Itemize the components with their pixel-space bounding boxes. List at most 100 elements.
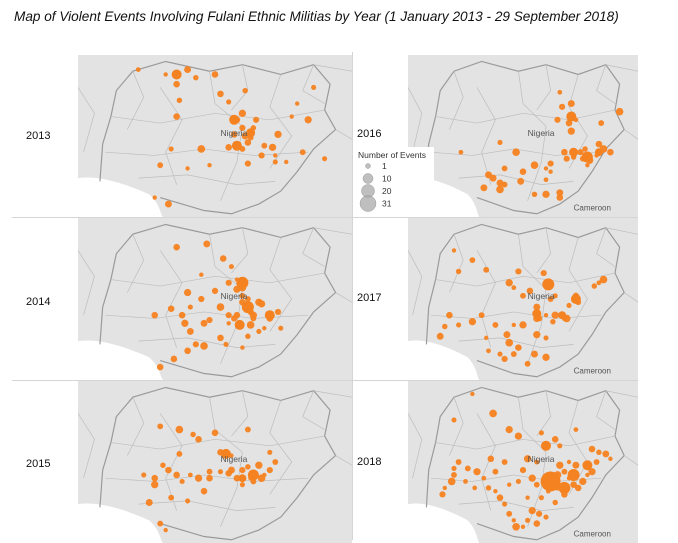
event-marker[interactable] <box>168 494 175 501</box>
event-marker[interactable] <box>534 459 540 465</box>
event-marker[interactable] <box>515 478 521 484</box>
event-marker[interactable] <box>484 335 489 341</box>
event-marker[interactable] <box>593 459 600 465</box>
event-marker[interactable] <box>141 472 147 478</box>
event-marker[interactable] <box>173 243 180 251</box>
map-panel-2014[interactable]: Nigeria <box>78 218 352 380</box>
event-marker[interactable] <box>258 152 265 159</box>
event-marker[interactable] <box>572 461 580 469</box>
map-panel-2013[interactable]: Nigeria <box>78 55 352 217</box>
event-marker[interactable] <box>451 248 457 253</box>
event-marker[interactable] <box>195 436 202 443</box>
event-marker[interactable] <box>245 464 251 470</box>
map-panel-2017[interactable]: Nigeria Cameroon <box>408 218 638 380</box>
event-marker[interactable] <box>274 130 282 139</box>
event-marker[interactable] <box>447 477 456 486</box>
event-marker[interactable] <box>225 144 232 151</box>
event-marker[interactable] <box>570 481 577 488</box>
event-marker[interactable] <box>543 514 549 520</box>
event-marker[interactable] <box>502 501 508 507</box>
event-marker[interactable] <box>244 139 252 146</box>
event-marker[interactable] <box>274 308 282 316</box>
event-cluster-marker[interactable] <box>567 468 580 481</box>
event-marker[interactable] <box>520 292 526 299</box>
event-marker[interactable] <box>436 332 444 340</box>
event-marker[interactable] <box>244 296 251 302</box>
event-marker[interactable] <box>225 279 232 286</box>
event-marker[interactable] <box>470 391 475 397</box>
event-marker[interactable] <box>200 487 208 495</box>
event-marker[interactable] <box>496 185 504 194</box>
event-marker[interactable] <box>501 165 508 172</box>
event-marker[interactable] <box>538 495 544 501</box>
event-cluster-marker[interactable] <box>220 448 231 459</box>
event-cluster-marker[interactable] <box>558 311 567 320</box>
event-marker[interactable] <box>528 506 536 515</box>
event-marker[interactable] <box>299 149 306 156</box>
event-marker[interactable] <box>261 142 268 149</box>
event-marker[interactable] <box>151 481 159 489</box>
event-marker[interactable] <box>253 116 260 123</box>
event-marker[interactable] <box>503 331 511 339</box>
event-cluster-marker[interactable] <box>234 319 245 330</box>
event-marker[interactable] <box>239 482 245 488</box>
event-marker[interactable] <box>173 80 180 88</box>
event-marker[interactable] <box>468 318 477 326</box>
event-marker[interactable] <box>219 255 227 262</box>
event-marker[interactable] <box>551 311 559 319</box>
event-marker[interactable] <box>530 161 539 169</box>
event-marker[interactable] <box>615 107 624 116</box>
event-marker[interactable] <box>496 179 504 187</box>
event-marker[interactable] <box>506 510 513 517</box>
event-marker[interactable] <box>206 316 213 324</box>
event-marker[interactable] <box>230 131 238 138</box>
event-marker[interactable] <box>542 190 550 198</box>
event-marker[interactable] <box>211 71 219 78</box>
event-marker[interactable] <box>273 153 278 158</box>
event-marker[interactable] <box>187 472 193 478</box>
event-marker[interactable] <box>257 300 266 308</box>
event-marker[interactable] <box>507 482 512 487</box>
event-marker[interactable] <box>451 417 457 423</box>
event-marker[interactable] <box>165 466 172 474</box>
event-marker[interactable] <box>145 499 153 506</box>
event-marker[interactable] <box>554 116 561 123</box>
event-marker[interactable] <box>585 472 590 478</box>
event-marker[interactable] <box>451 465 457 472</box>
event-marker[interactable] <box>278 325 284 331</box>
event-marker[interactable] <box>164 200 172 208</box>
event-marker[interactable] <box>543 335 549 341</box>
event-marker[interactable] <box>311 84 317 90</box>
event-marker[interactable] <box>256 328 262 334</box>
event-marker[interactable] <box>192 341 199 348</box>
event-marker[interactable] <box>217 469 224 475</box>
event-marker[interactable] <box>240 345 245 350</box>
event-cluster-marker[interactable] <box>569 147 579 157</box>
event-marker[interactable] <box>160 462 166 468</box>
event-marker[interactable] <box>185 166 190 171</box>
event-marker[interactable] <box>211 429 219 437</box>
event-marker[interactable] <box>245 333 251 339</box>
event-marker[interactable] <box>152 195 157 200</box>
event-marker[interactable] <box>267 449 273 455</box>
event-marker[interactable] <box>203 240 211 248</box>
event-marker[interactable] <box>557 443 563 449</box>
event-cluster-marker[interactable] <box>582 460 593 471</box>
event-marker[interactable] <box>512 522 520 531</box>
event-marker[interactable] <box>439 491 446 498</box>
event-marker[interactable] <box>226 321 231 326</box>
event-marker[interactable] <box>607 148 614 156</box>
event-marker[interactable] <box>473 468 481 476</box>
event-marker[interactable] <box>455 268 462 275</box>
event-marker[interactable] <box>200 342 208 350</box>
event-marker[interactable] <box>514 432 523 440</box>
event-marker[interactable] <box>200 319 208 327</box>
event-marker[interactable] <box>456 322 462 328</box>
event-cluster-marker[interactable] <box>532 309 542 319</box>
event-marker[interactable] <box>531 350 538 358</box>
event-marker[interactable] <box>183 288 192 297</box>
map-panel-2015[interactable]: Nigeria <box>78 381 352 543</box>
event-marker[interactable] <box>556 194 564 201</box>
event-marker[interactable] <box>543 166 549 171</box>
event-marker[interactable] <box>596 449 602 456</box>
